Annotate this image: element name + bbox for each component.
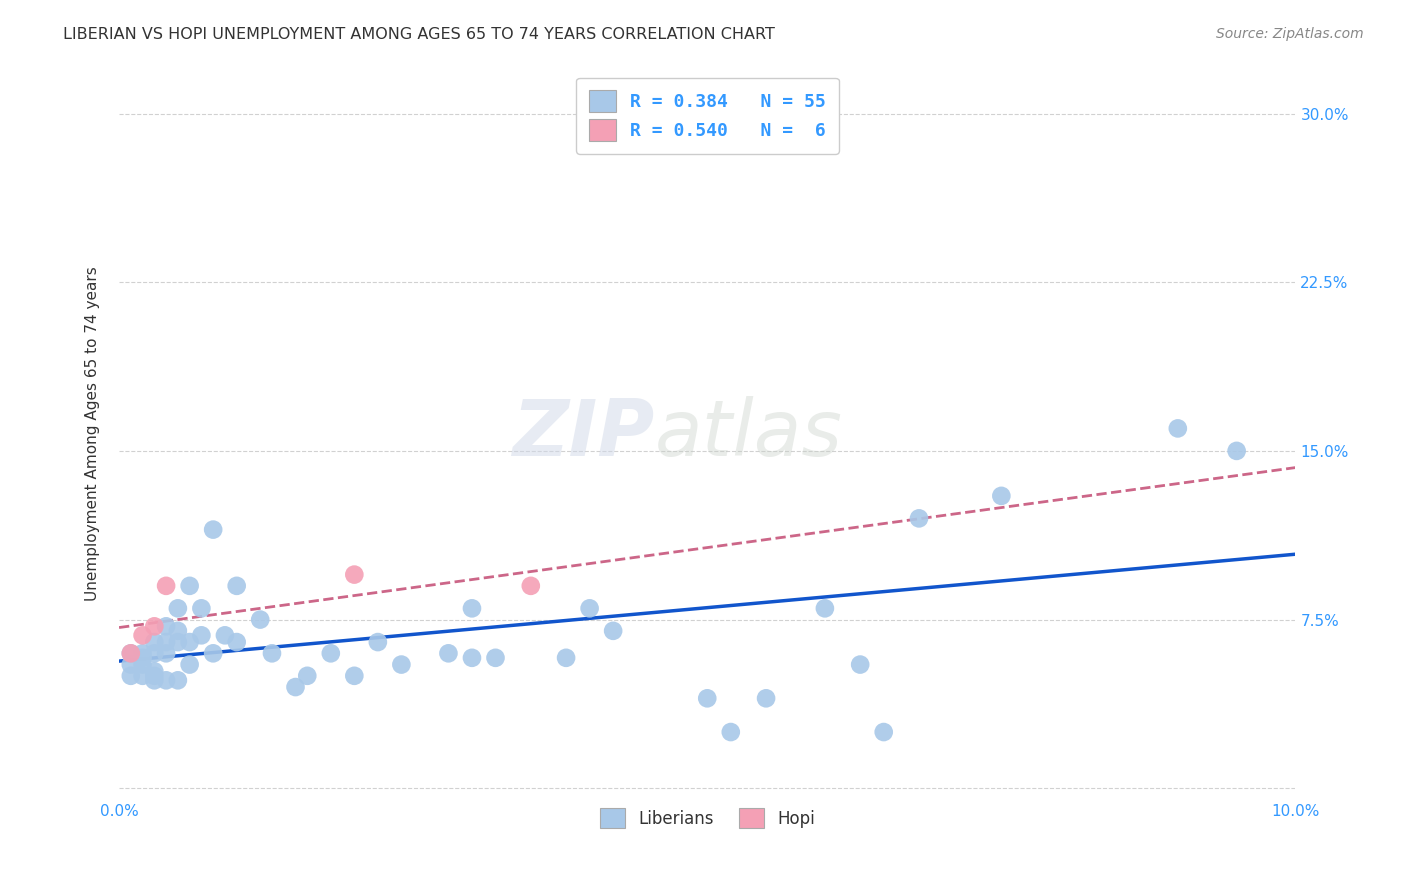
Text: atlas: atlas [654,396,842,472]
Point [1167,421,1189,435]
Point [202,523,225,537]
Text: ZIP: ZIP [512,396,654,472]
Point [131,646,153,660]
Point [343,669,366,683]
Point [179,657,201,672]
Point [143,635,166,649]
Point [155,619,177,633]
Point [179,579,201,593]
Point [225,635,247,649]
Point [190,628,212,642]
Y-axis label: Unemployment Among Ages 65 to 74 years: Unemployment Among Ages 65 to 74 years [86,267,100,601]
Point [696,691,718,706]
Point [131,628,153,642]
Point [297,669,319,683]
Point [389,657,412,672]
Point [990,489,1012,503]
Point [155,635,177,649]
Point [225,579,247,593]
Point [602,624,624,638]
Point [167,673,190,688]
Point [131,657,153,672]
Point [284,680,307,694]
Point [461,601,484,615]
Point [461,650,484,665]
Point [179,635,201,649]
Point [167,624,190,638]
Point [120,646,142,660]
Point [343,567,366,582]
Point [190,601,212,615]
Point [849,657,872,672]
Point [143,619,166,633]
Point [520,579,543,593]
Legend: Liberians, Hopi: Liberians, Hopi [593,801,821,835]
Point [120,669,142,683]
Point [143,669,166,683]
Point [908,511,931,525]
Point [167,601,190,615]
Point [202,646,225,660]
Point [484,650,506,665]
Point [437,646,460,660]
Point [1226,443,1249,458]
Point [143,646,166,660]
Point [319,646,342,660]
Point [555,650,578,665]
Point [873,725,896,739]
Point [120,657,142,672]
Point [367,635,389,649]
Text: Source: ZipAtlas.com: Source: ZipAtlas.com [1216,27,1364,41]
Point [814,601,837,615]
Point [720,725,742,739]
Point [260,646,283,660]
Point [155,673,177,688]
Point [578,601,600,615]
Point [143,665,166,679]
Point [155,646,177,660]
Point [131,650,153,665]
Point [214,628,236,642]
Point [249,613,271,627]
Point [131,669,153,683]
Point [120,646,142,660]
Point [167,635,190,649]
Point [155,579,177,593]
Point [755,691,778,706]
Text: LIBERIAN VS HOPI UNEMPLOYMENT AMONG AGES 65 TO 74 YEARS CORRELATION CHART: LIBERIAN VS HOPI UNEMPLOYMENT AMONG AGES… [63,27,775,42]
Point [143,673,166,688]
